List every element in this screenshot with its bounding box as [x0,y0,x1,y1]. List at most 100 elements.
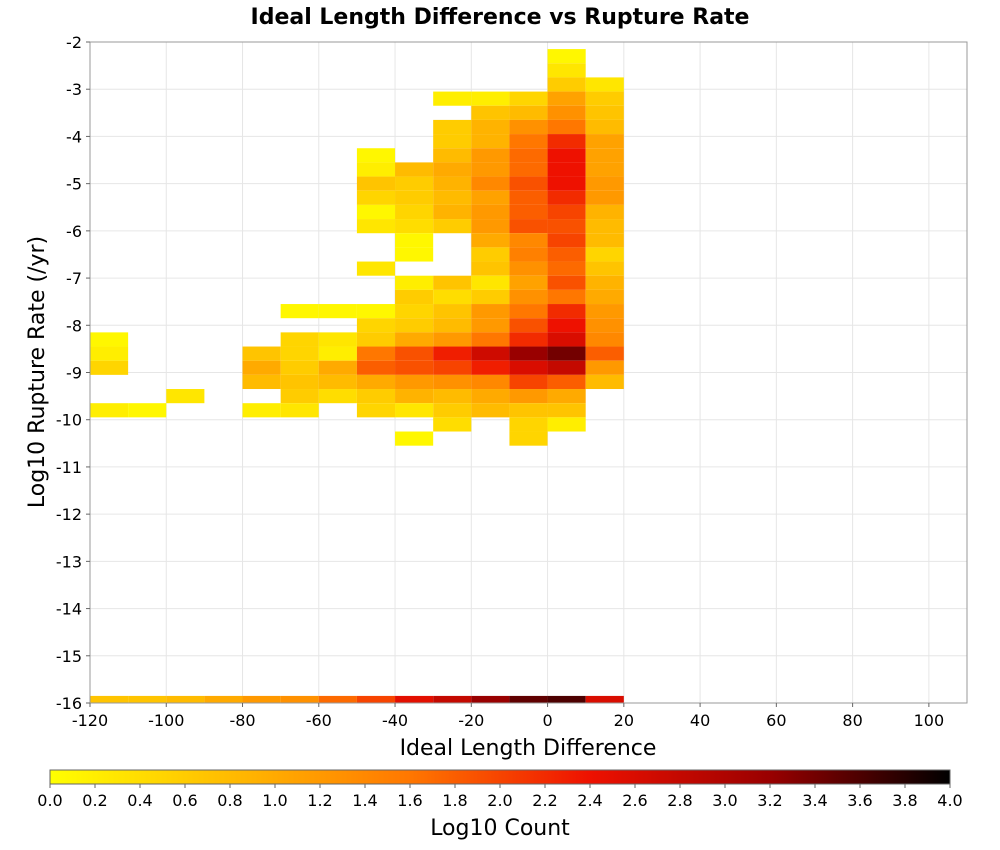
heatmap-cell [509,389,548,404]
heatmap-cell [471,289,510,305]
heatmap-cell [547,695,586,703]
heatmap-cell [471,190,510,205]
heatmap-cell [509,304,548,319]
heatmap-cell [356,695,396,703]
heatmap-cell [395,318,434,333]
heatmap-cell [509,134,548,149]
heatmap-cell [471,134,510,149]
heatmap-cell [433,275,472,290]
heatmap-cell [509,233,548,248]
heatmap-cell [547,261,586,276]
heatmap-cell [585,77,624,92]
colorbar-tick-label: 1.6 [397,791,422,810]
heatmap-cell [318,695,357,703]
heatmap-cell [128,695,167,703]
heatmap-cell [471,374,510,390]
x-axis-ticks: -120 -100 -80 -60 -40 -20 0 20 40 60 80 100 [72,703,944,730]
heatmap-cell [395,190,434,205]
heatmap-cell [433,304,472,319]
heatmap-cell [395,289,434,305]
heatmap-cell [547,190,586,205]
heatmap-cell [471,119,510,135]
heatmap-cell [585,162,624,177]
heatmap-cell [585,289,624,305]
heatmap-cell [433,91,472,106]
heatmap-cell [509,275,548,290]
y-axis-label: Log10 Rupture Rate (/yr) [25,236,50,508]
heatmap-cell [585,247,624,262]
heatmap-cell [585,374,624,390]
heatmap-cell [547,389,586,404]
heatmap-cell [509,162,548,177]
heatmap-cell [585,304,624,319]
heatmap-cell [585,695,624,703]
heatmap-cell [509,289,548,305]
heatmap-cell [166,695,205,703]
heatmap-cell [509,332,548,347]
heatmap-cell [433,374,472,390]
colorbar-tick-label: 1.4 [352,791,377,810]
x-tick-label: 60 [766,711,786,730]
heatmap-cell [356,162,396,177]
heatmap-cell [395,233,434,248]
heatmap-cell [433,332,472,347]
x-tick-label: -60 [306,711,332,730]
x-tick-label: 40 [690,711,710,730]
heatmap-cell [547,148,586,163]
heatmap-cell [471,275,510,290]
x-tick-label: -20 [458,711,484,730]
colorbar-tick-label: 0.2 [82,791,107,810]
heatmap-cell [585,204,624,220]
heatmap-cell [90,346,129,361]
colorbar [49,769,951,785]
colorbar-tick-label: 3.2 [757,791,782,810]
heatmap-cell [318,360,357,375]
heatmap-cell [471,346,510,361]
colorbar-tick-label: 2.0 [487,791,512,810]
heatmap-cell [471,162,510,177]
heatmap-cell [471,247,510,262]
y-tick-label: -9 [66,364,82,383]
heatmap-cell [280,695,319,703]
heatmap-cell [509,119,548,135]
heatmap-cell [433,389,472,404]
heatmap-cell [395,389,434,404]
heatmap-cell [280,346,319,361]
heatmap-cell [356,204,396,220]
colorbar-tick-label: 2.4 [577,791,602,810]
heatmap-cell [585,346,624,361]
heatmap-cell [433,190,472,205]
heatmap-cell [395,374,434,390]
heatmap-cell [280,360,319,375]
y-tick-label: -2 [66,33,82,52]
heatmap-cell [471,219,510,234]
heatmap-cell [433,403,472,418]
colorbar-tick-label: 2.6 [622,791,647,810]
heatmap-cell [471,332,510,347]
heatmap-cell [547,346,586,361]
heatmap-cell [433,204,472,220]
heatmap-cell [395,304,434,319]
heatmap-cell [585,176,624,191]
heatmap-cell [356,346,396,361]
heatmap-cell [547,119,586,135]
heatmap-cell [90,332,129,347]
heatmap-cell [395,332,434,347]
colorbar-tick-label: 2.2 [532,791,557,810]
heatmap-cell [395,346,434,361]
heatmap-cell [547,304,586,319]
heatmap-cell [356,190,396,205]
heatmap-cell [547,275,586,290]
x-tick-label: -80 [229,711,255,730]
heatmap-cell [509,403,548,418]
heatmap-cell [585,360,624,375]
heatmap-cell [356,374,396,390]
heatmap-cell [433,360,472,375]
heatmap-cell [547,49,586,64]
heatmap-cell [509,247,548,262]
heatmap-cell [356,332,396,347]
colorbar-tick-label: 0.6 [172,791,197,810]
heatmap-cell [356,389,396,404]
x-tick-label: 100 [914,711,945,730]
